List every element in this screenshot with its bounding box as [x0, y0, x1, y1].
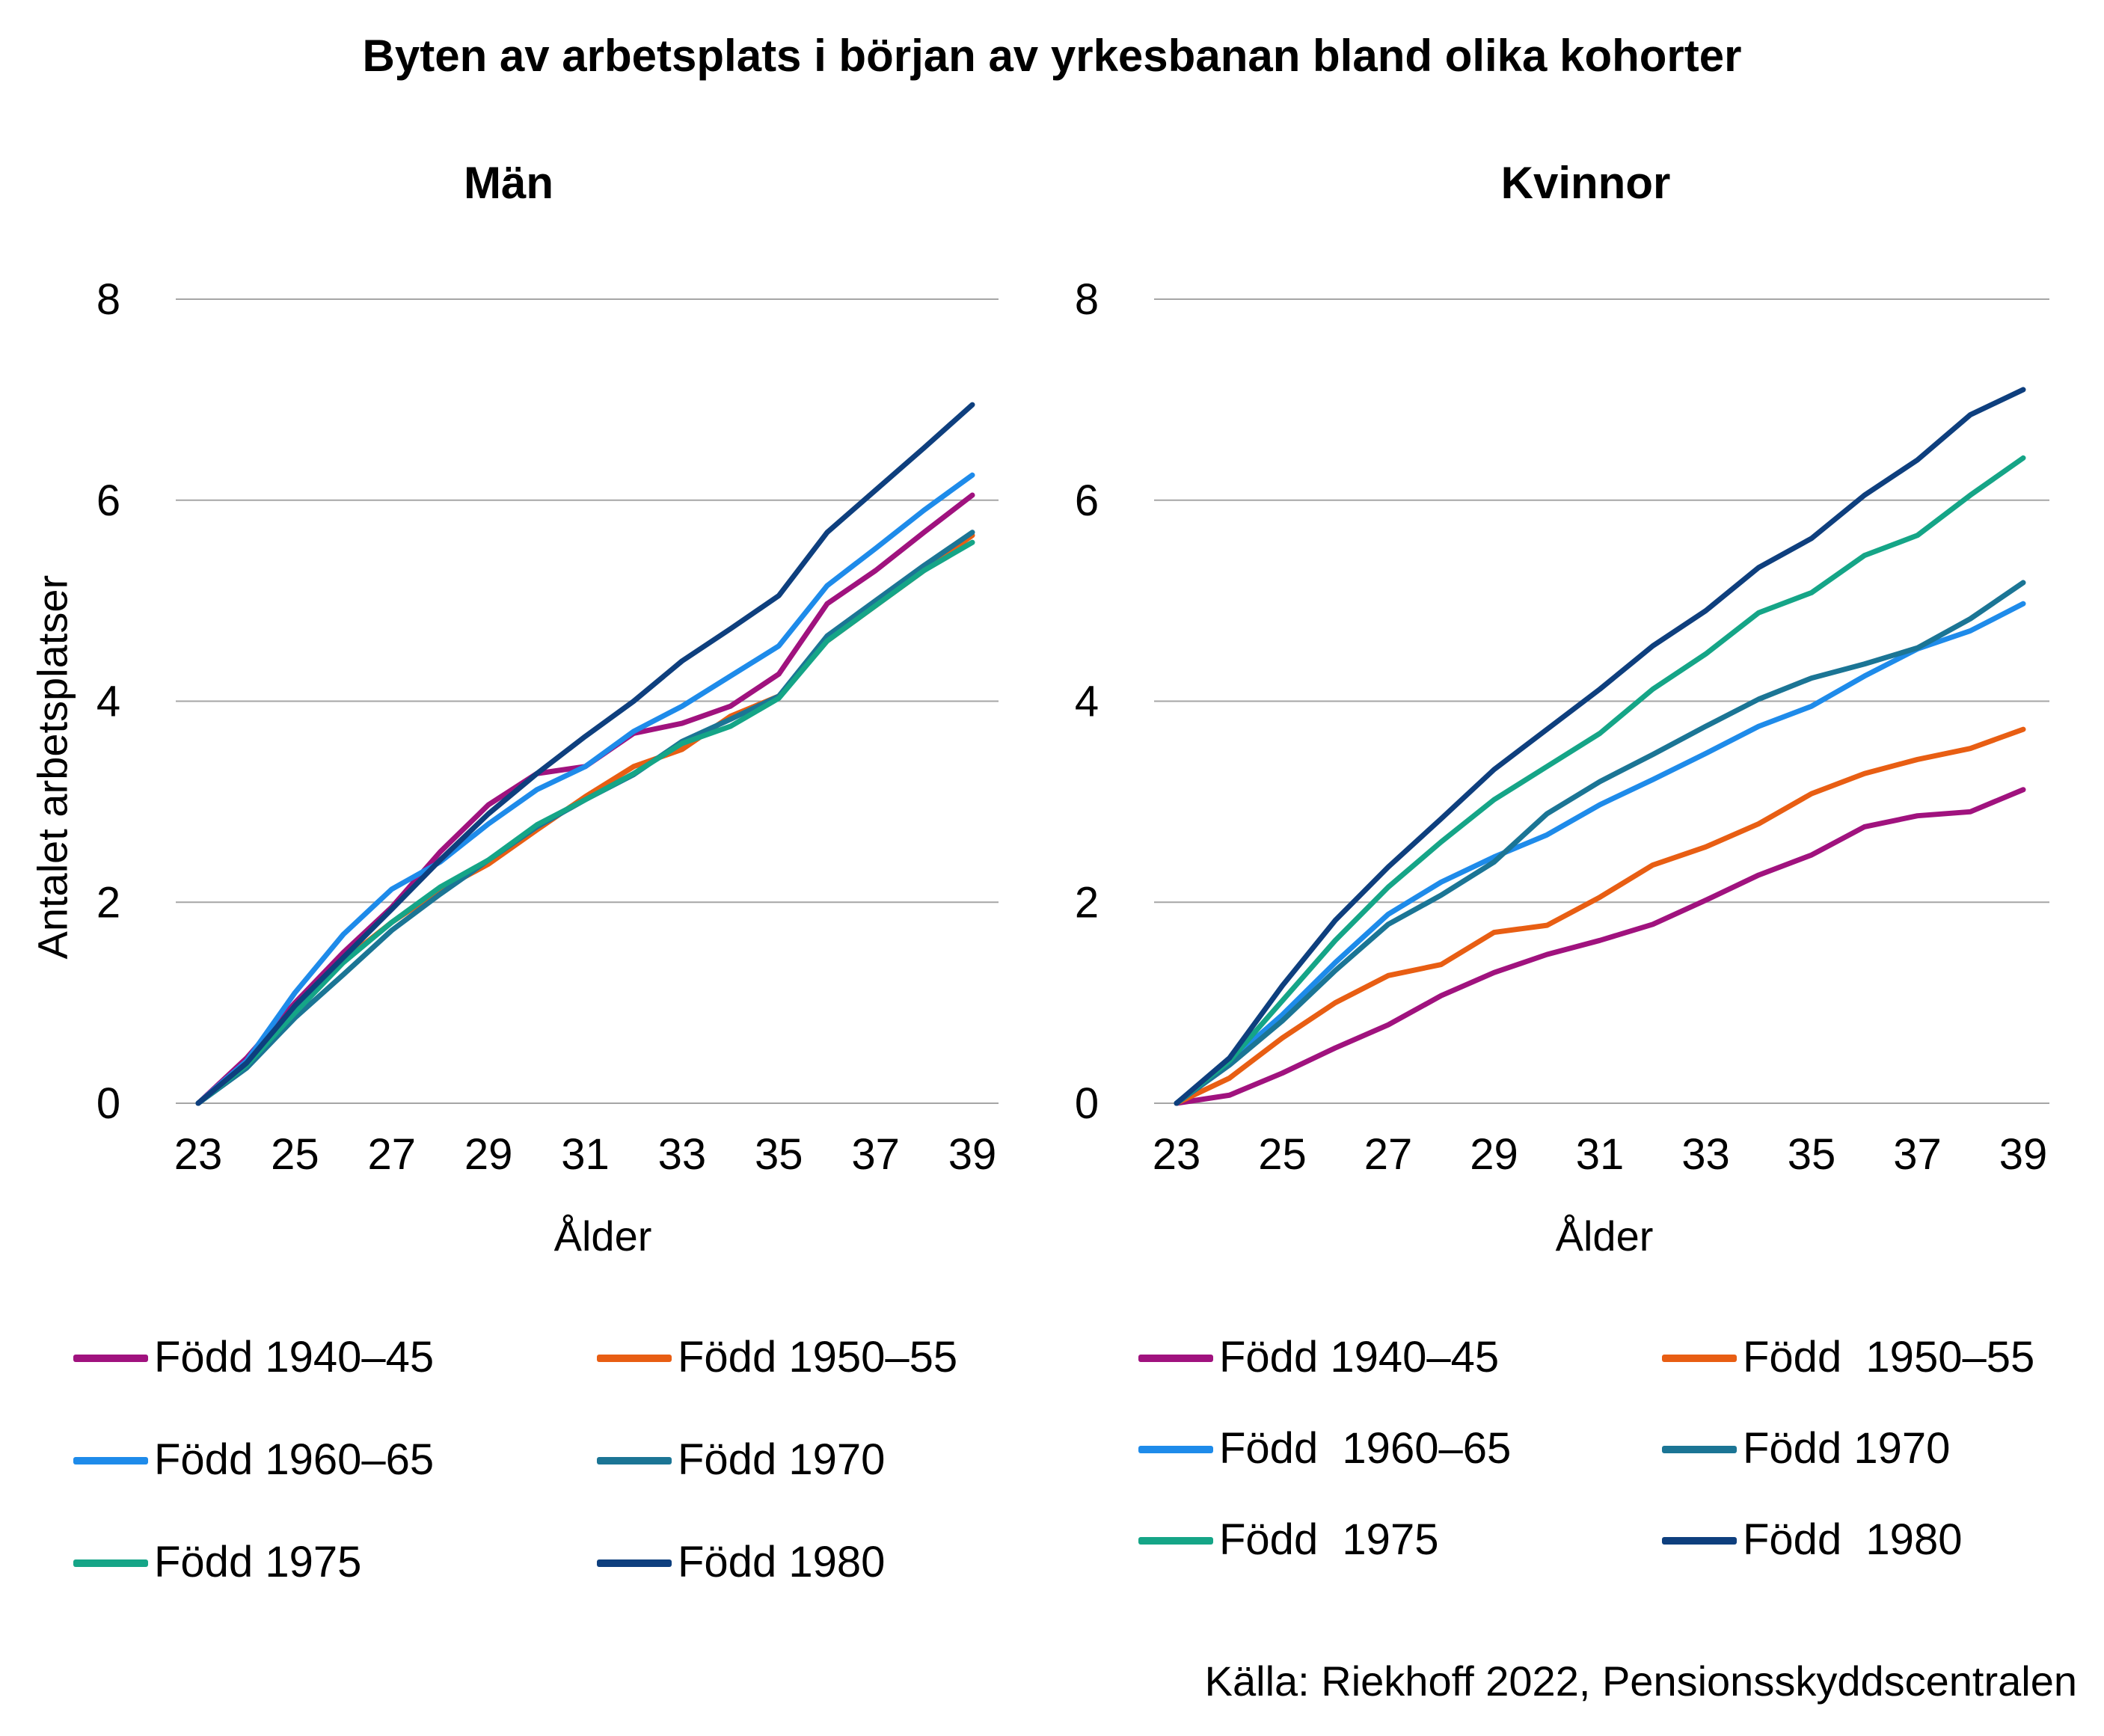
- series-line-women-5: [1174, 387, 2026, 1106]
- x-tick-label: 39: [948, 1130, 997, 1179]
- y-tick-label: 2: [96, 878, 120, 927]
- x-tick-label: 37: [851, 1130, 900, 1179]
- legend-item: Född 1950–55: [1662, 1328, 2104, 1387]
- y-tick-label: 4: [96, 678, 120, 726]
- x-tick-label: 39: [1999, 1130, 2048, 1179]
- panel-title-women: Kvinnor: [1500, 158, 1671, 208]
- legend-label: Född 1970: [1743, 1424, 1951, 1473]
- y-tick-label: 0: [1075, 1079, 1099, 1128]
- legend-swatch: [1138, 1355, 1213, 1362]
- legend-swatch: [597, 1355, 672, 1362]
- series-line-men-5: [195, 402, 975, 1106]
- legend-item: Född 1960–65: [1138, 1419, 1662, 1479]
- x-tick-label: 25: [271, 1130, 319, 1179]
- legend-item: Född 1975: [73, 1533, 597, 1592]
- y-tick-label: 8: [1075, 275, 1099, 324]
- legend-item: Född 1960–65: [73, 1430, 597, 1490]
- legend-item: Född 1950–55: [597, 1328, 1120, 1387]
- series-line-women-2: [1174, 601, 2026, 1106]
- chart-title: Byten av arbetsplats i början av yrkesba…: [362, 31, 1742, 81]
- legend-swatch: [597, 1559, 672, 1567]
- series-line-men-4: [195, 539, 975, 1106]
- legend-item: Född 1980: [597, 1533, 1120, 1592]
- legend-swatch: [597, 1457, 672, 1464]
- y-tick-label: 6: [96, 476, 120, 525]
- legend-label: Född 1940–45: [1219, 1333, 1500, 1381]
- x-tick-label: 29: [464, 1130, 513, 1179]
- series-line-men-2: [195, 472, 975, 1106]
- legend-label: Född 1970: [678, 1435, 886, 1484]
- x-tick-label: 29: [1470, 1130, 1518, 1179]
- x-tick-label: 33: [1681, 1130, 1730, 1179]
- x-axis-title-men: Ålder: [553, 1212, 652, 1260]
- series-line-women-3: [1174, 580, 2026, 1106]
- legend-item: Född 1980: [1662, 1510, 2104, 1570]
- legend-item: Född 1940–45: [73, 1328, 597, 1387]
- x-tick-label: 23: [174, 1130, 223, 1179]
- panel-title-men: Män: [464, 158, 553, 208]
- legend-item: Född 1970: [597, 1430, 1120, 1490]
- x-tick-label: 25: [1258, 1130, 1307, 1179]
- legend-swatch: [73, 1559, 148, 1567]
- source-note: Källa: Riekhoff 2022, Pensionsskyddscent…: [1204, 1657, 2077, 1705]
- x-tick-label: 33: [658, 1130, 707, 1179]
- series-line-women-4: [1174, 455, 2026, 1106]
- x-tick-label: 27: [367, 1130, 416, 1179]
- legend-swatch: [73, 1355, 148, 1362]
- x-tick-label: 31: [1576, 1130, 1625, 1179]
- legend-swatch: [1138, 1446, 1213, 1453]
- x-tick-label: 31: [561, 1130, 610, 1179]
- legend-item: Född 1940–45: [1138, 1328, 1662, 1387]
- legend-label: Född 1980: [678, 1538, 886, 1586]
- legend-swatch: [1662, 1537, 1737, 1545]
- y-tick-label: 4: [1075, 678, 1099, 726]
- legend-label: Född 1960–65: [154, 1435, 435, 1484]
- chart-panel-women: 0 2 4 6 8 23 25 27 29 31 33 35 37 39: [1075, 275, 2049, 1179]
- x-tick-label: 35: [755, 1130, 803, 1179]
- y-tick-label: 2: [1075, 878, 1099, 927]
- x-tick-label: 23: [1153, 1130, 1201, 1179]
- legend-item: Född 1970: [1662, 1419, 2104, 1479]
- y-tick-label: 0: [96, 1079, 120, 1128]
- legend-label: Född 1980: [1743, 1515, 1963, 1564]
- legend-label: Född 1940–45: [154, 1333, 435, 1381]
- series-line-women-1: [1174, 726, 2026, 1106]
- legend-label: Född 1950–55: [678, 1333, 958, 1381]
- y-tick-label: 8: [96, 275, 120, 324]
- legend-swatch: [1662, 1446, 1737, 1453]
- charts-canvas: 0 2 4 6 8 23 25 27 29 31 33 35 37 39 0 2 4 6 8 23 25 27 29 31 33…: [96, 275, 2049, 1179]
- legend-swatch: [1662, 1355, 1737, 1362]
- y-tick-label: 6: [1075, 476, 1099, 525]
- x-tick-label: 35: [1788, 1130, 1836, 1179]
- chart-panel-men: 0 2 4 6 8 23 25 27 29 31 33 35 37 39: [96, 275, 999, 1179]
- legend-swatch: [73, 1457, 148, 1464]
- legend-label: Född 1960–65: [1219, 1424, 1512, 1473]
- legend-label: Född 1975: [154, 1538, 362, 1586]
- series-line-women-0: [1174, 787, 2026, 1106]
- x-tick-label: 37: [1893, 1130, 1942, 1179]
- legend-swatch: [1138, 1537, 1213, 1545]
- legend-label: Född 1975: [1219, 1515, 1439, 1564]
- legend-item: Född 1975: [1138, 1510, 1662, 1570]
- legend-label: Född 1950–55: [1743, 1333, 2035, 1381]
- x-axis-title-women: Ålder: [1555, 1212, 1654, 1260]
- x-tick-label: 27: [1364, 1130, 1413, 1179]
